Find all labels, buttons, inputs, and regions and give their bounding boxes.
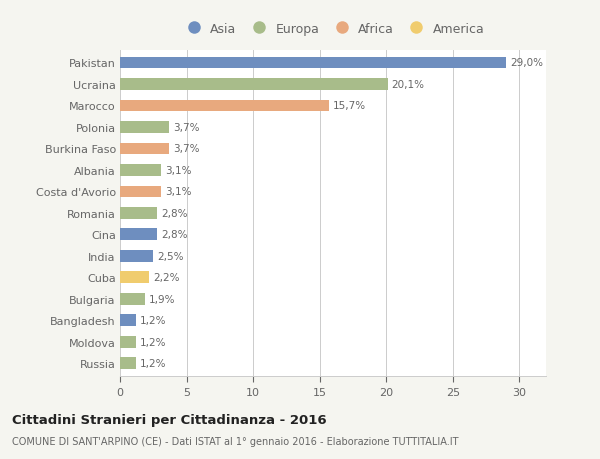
Bar: [120, 272, 149, 284]
Text: 3,7%: 3,7%: [173, 123, 200, 133]
Text: 2,5%: 2,5%: [157, 252, 184, 261]
Text: 1,2%: 1,2%: [140, 337, 166, 347]
Bar: [120, 57, 506, 69]
Bar: [120, 251, 153, 262]
Text: 1,2%: 1,2%: [140, 316, 166, 325]
Bar: [120, 315, 136, 326]
Bar: [120, 122, 169, 134]
Text: 2,8%: 2,8%: [161, 208, 188, 218]
Bar: [120, 186, 161, 198]
Text: 3,1%: 3,1%: [165, 187, 192, 197]
Bar: [120, 358, 136, 369]
Text: 1,2%: 1,2%: [140, 358, 166, 369]
Text: 29,0%: 29,0%: [510, 58, 543, 68]
Text: 1,9%: 1,9%: [149, 294, 176, 304]
Bar: [120, 143, 169, 155]
Legend: Asia, Europa, Africa, America: Asia, Europa, Africa, America: [176, 17, 490, 40]
Bar: [120, 79, 388, 91]
Text: 3,7%: 3,7%: [173, 144, 200, 154]
Text: 20,1%: 20,1%: [392, 80, 425, 90]
Bar: [120, 165, 161, 176]
Text: 2,2%: 2,2%: [153, 273, 180, 283]
Text: Cittadini Stranieri per Cittadinanza - 2016: Cittadini Stranieri per Cittadinanza - 2…: [12, 413, 326, 426]
Text: 3,1%: 3,1%: [165, 166, 192, 175]
Bar: [120, 207, 157, 219]
Text: COMUNE DI SANT'ARPINO (CE) - Dati ISTAT al 1° gennaio 2016 - Elaborazione TUTTIT: COMUNE DI SANT'ARPINO (CE) - Dati ISTAT …: [12, 436, 458, 446]
Text: 15,7%: 15,7%: [333, 101, 366, 111]
Bar: [120, 336, 136, 348]
Bar: [120, 101, 329, 112]
Text: 2,8%: 2,8%: [161, 230, 188, 240]
Bar: [120, 229, 157, 241]
Bar: [120, 293, 145, 305]
